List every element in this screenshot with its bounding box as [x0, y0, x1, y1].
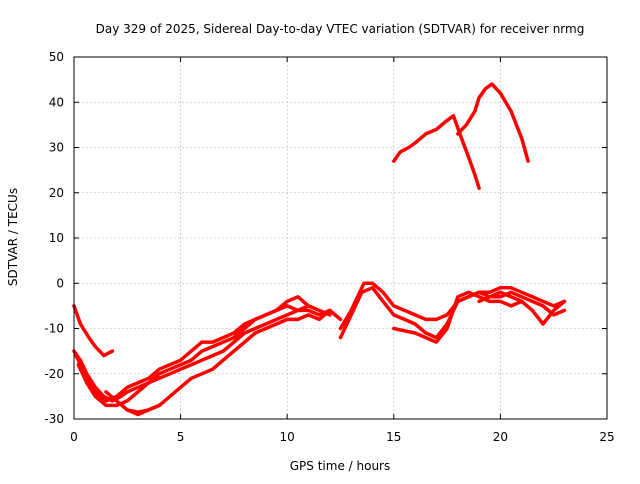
- y-tick-label: 40: [49, 95, 64, 109]
- series-layer: [72, 82, 567, 417]
- y-axis-label: SDTVAR / TECUs: [6, 188, 20, 286]
- series-line-track-9: [392, 290, 524, 344]
- x-tick-label: 25: [599, 430, 614, 444]
- series-line-track-1: [72, 304, 115, 358]
- series-line-track-4: [74, 295, 311, 403]
- series-line-track-12: [456, 82, 530, 163]
- x-tick-label: 20: [493, 430, 508, 444]
- x-axis-label: GPS time / hours: [290, 459, 391, 473]
- series-line-track-2: [72, 308, 332, 403]
- y-tick-label: -30: [44, 412, 64, 426]
- y-tick-label: 0: [56, 276, 64, 290]
- series-line-track-3: [76, 304, 332, 408]
- y-tick-label: -20: [44, 367, 64, 381]
- series-line-track-7: [338, 281, 567, 331]
- series-line-track-6: [125, 403, 162, 414]
- x-tick-label: 5: [177, 430, 185, 444]
- series-line-track-11: [392, 114, 481, 190]
- y-tick-label: 20: [49, 186, 64, 200]
- chart-title: Day 329 of 2025, Sidereal Day-to-day VTE…: [96, 22, 585, 36]
- x-tick-label: 10: [280, 430, 295, 444]
- grid-lines: [74, 57, 607, 419]
- x-tick-label: 15: [386, 430, 401, 444]
- axes: 0 5 10 15 20 25 -30 -20 -10 0 10 20 30 40 50: [44, 50, 614, 444]
- y-tick-label: -10: [44, 322, 64, 336]
- y-tick-label: 10: [49, 231, 64, 245]
- series-line-track-10: [477, 290, 567, 326]
- y-tick-label: 50: [49, 50, 64, 64]
- series-line-track-5: [104, 308, 343, 417]
- y-tick-label: 30: [49, 141, 64, 155]
- x-tick-label: 0: [70, 430, 78, 444]
